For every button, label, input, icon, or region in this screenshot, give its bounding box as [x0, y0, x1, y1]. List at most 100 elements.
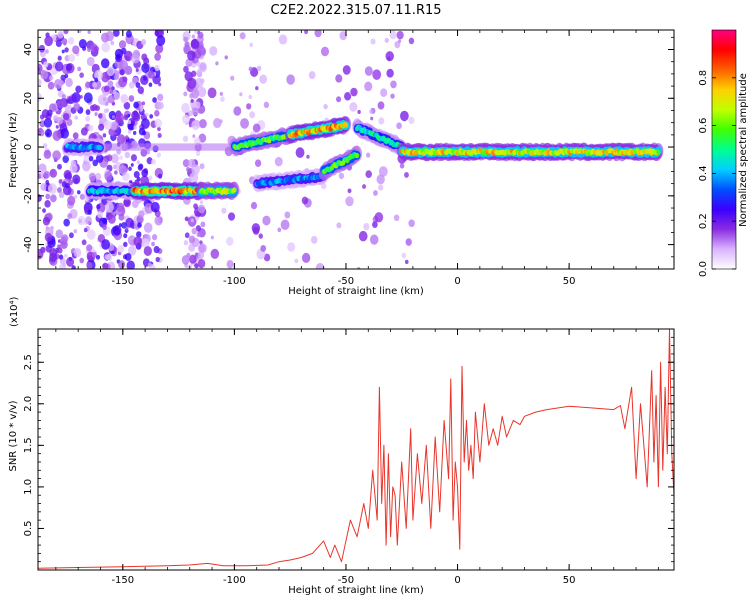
spectral-noise-blob: [119, 155, 123, 160]
spectral-noise-blob: [92, 159, 99, 167]
spectral-noise-blob: [140, 39, 147, 46]
x-tick-label: -150: [111, 575, 134, 586]
spectral-noise-blob: [248, 94, 253, 100]
spectral-noise-blob: [213, 117, 222, 129]
spectral-noise-blob: [141, 53, 148, 61]
spectral-feature: [396, 142, 664, 162]
spectral-noise-blob: [345, 196, 354, 207]
spectral-noise-blob: [72, 132, 79, 140]
spectral-noise-blob: [141, 101, 146, 106]
spectral-noise-blob: [378, 117, 385, 125]
spectral-noise-blob: [156, 152, 161, 158]
spectral-noise-blob: [158, 82, 162, 87]
spectral-noise-blob: [301, 196, 309, 205]
spectral-noise-blob: [125, 217, 134, 228]
spectral-noise-blob: [105, 202, 114, 213]
spectrogram-heatmap: [38, 30, 664, 269]
spectral-noise-blob: [404, 171, 409, 178]
snr-y-ticks: 0.5 1.0 1.5 2.0 2.5: [23, 336, 674, 563]
figure-title: C2E2.2022.315.07.11.R15: [270, 3, 441, 18]
colorbar-tick-label: 0.4: [698, 165, 709, 181]
spectral-noise-blob: [131, 58, 135, 63]
spectral-noise-blob: [47, 183, 57, 195]
spectral-noise-blob: [183, 240, 189, 246]
spectral-noise-blob: [184, 216, 189, 222]
spectral-noise-blob: [196, 232, 201, 238]
spectral-noise-blob: [357, 109, 361, 114]
spectral-noise-blob: [49, 75, 54, 81]
colorbar-label: Normalized spectral amplitude: [738, 73, 749, 227]
spectral-noise-blob: [53, 115, 59, 122]
spectral-noise-blob: [68, 179, 73, 186]
spectral-noise-blob: [72, 174, 81, 185]
spectral-noise-blob: [103, 120, 112, 130]
spectral-noise-blob: [136, 160, 140, 165]
snr-series-line: [38, 329, 674, 569]
spectral-noise-blob: [252, 227, 260, 235]
spectral-noise-blob: [57, 187, 62, 193]
spectral-noise-blob: [140, 118, 150, 129]
spectral-noise-blob: [86, 56, 95, 67]
spectral-noise-blob: [154, 30, 160, 37]
spectral-noise-blob: [57, 55, 62, 61]
spectral-noise-blob: [45, 193, 51, 200]
spectral-noise-blob: [396, 122, 402, 130]
spectral-noise-blob: [38, 79, 42, 86]
spectral-noise-blob: [287, 242, 296, 252]
spectral-noise-blob: [374, 212, 384, 223]
spectral-noise-blob: [105, 108, 109, 113]
spectral-noise-blob: [184, 31, 190, 38]
x-tick-label: 0: [454, 575, 460, 586]
spectral-noise-blob: [233, 106, 242, 116]
spectral-noise-blob: [132, 112, 141, 122]
spectral-noise-blob: [82, 161, 91, 172]
spectral-noise-blob: [373, 190, 378, 196]
spectral-noise-blob: [95, 105, 100, 112]
spectral-noise-blob: [187, 78, 197, 89]
snr-x-label: Height of straight line (km): [288, 585, 424, 596]
spectral-noise-blob: [342, 65, 351, 75]
spectral-noise-blob: [123, 50, 133, 62]
spectral-noise-blob: [248, 66, 253, 72]
spectral-noise-blob: [369, 234, 379, 245]
spectral-noise-blob: [75, 85, 82, 94]
y-tick-label: 0: [23, 144, 34, 150]
y-tick-label: -20: [23, 188, 34, 204]
spectral-noise-blob: [154, 215, 163, 226]
spectral-noise-blob: [79, 193, 85, 200]
spectral-noise-blob: [43, 61, 49, 68]
spectral-noise-blob: [188, 109, 194, 117]
spectral-noise-blob: [101, 42, 111, 53]
spectral-noise-blob: [286, 74, 295, 85]
spectral-noise-blob: [221, 207, 227, 214]
spectral-noise-blob: [301, 252, 311, 263]
spectral-noise-blob: [186, 167, 191, 172]
spectral-noise-blob: [188, 123, 193, 128]
spectrogram-frame: [37, 29, 675, 270]
spectral-noise-blob: [103, 73, 107, 78]
spectral-feature: [128, 181, 206, 201]
spectral-noise-blob: [124, 253, 132, 261]
spectral-noise-blob: [184, 41, 190, 48]
spectral-noise-blob: [380, 88, 388, 97]
spectral-noise-blob: [54, 61, 64, 72]
spectral-noise-blob: [130, 154, 137, 162]
spectral-noise-blob: [295, 147, 305, 158]
colorbar-tick-label: 0.2: [698, 213, 709, 229]
spectral-noise-blob: [127, 123, 134, 131]
spectral-noise-blob: [126, 260, 135, 269]
spectral-noise-blob: [143, 246, 152, 256]
spectrogram-x-ticks: -150 -100 -50 0 50: [55, 30, 659, 287]
snr-plot-area: [38, 329, 674, 570]
spectral-noise-blob: [191, 227, 198, 235]
spectral-noise-blob: [85, 109, 91, 115]
spectral-noise-blob: [61, 38, 68, 45]
spectral-noise-blob: [194, 137, 201, 146]
spectral-noise-blob: [137, 86, 144, 94]
spectral-noise-blob: [107, 94, 115, 104]
spectral-noise-blob: [67, 195, 76, 206]
spectral-noise-blob: [192, 134, 196, 138]
spectral-noise-blob: [157, 101, 164, 110]
spectral-noise-blob: [43, 149, 52, 159]
